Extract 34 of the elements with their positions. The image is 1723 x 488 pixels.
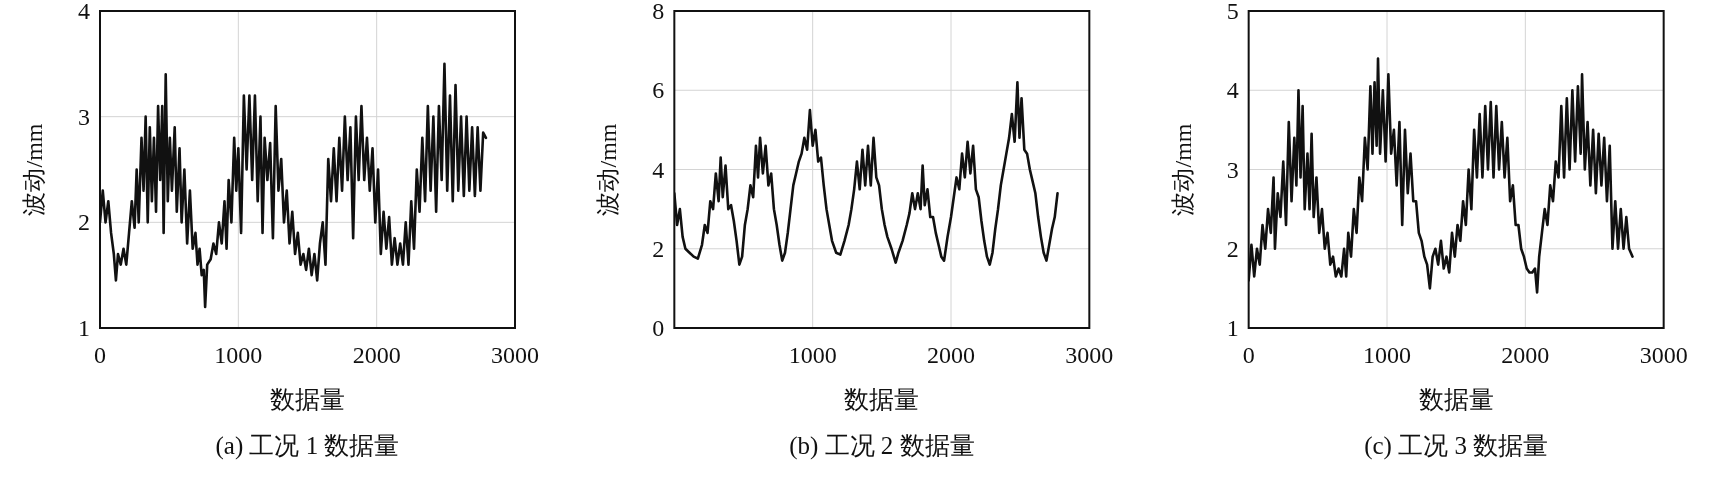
y-tick-label: 8 <box>652 0 665 24</box>
y-tick-label: 4 <box>78 0 90 24</box>
y-tick-label: 1 <box>78 315 90 341</box>
x-tick-label: 0 <box>94 342 106 368</box>
x-tick-label: 3000 <box>491 342 539 368</box>
y-tick-label: 4 <box>652 156 665 183</box>
x-tick-label: 2000 <box>1501 342 1550 368</box>
x-tick-label: 0 <box>1242 342 1255 368</box>
x-tick-label: 2000 <box>352 342 401 368</box>
y-tick-label: 4 <box>1226 77 1239 104</box>
x-tick-label: 1000 <box>788 342 837 368</box>
x-tick-label: 1000 <box>214 342 263 368</box>
y-tick-label: 2 <box>1226 235 1239 262</box>
y-axis-title: 波动/mm <box>595 123 622 216</box>
text: (a) 工况 1 数据量 <box>215 432 400 460</box>
text: (c) 工况 3 数据量 <box>1364 432 1549 460</box>
x-tick-label: 2000 <box>927 342 975 368</box>
x-tick-label: 3000 <box>1639 342 1688 368</box>
y-tick-label: 5 <box>1226 0 1239 24</box>
y-tick-label: 6 <box>652 77 665 104</box>
x-axis-title: 数据量 <box>1418 386 1494 413</box>
y-tick-label: 3 <box>1226 156 1239 183</box>
x-axis-title: 数据量 <box>270 386 345 413</box>
y-axis-title: 波动/mm <box>1169 123 1196 216</box>
x-axis-title: 数据量 <box>844 386 920 413</box>
y-tick-label: 3 <box>78 103 90 130</box>
y-tick-label: 0 <box>652 315 665 341</box>
x-tick-label: 3000 <box>1065 342 1114 368</box>
text: (b) 工况 2 数据量 <box>789 432 975 460</box>
x-tick-label: 1000 <box>1363 342 1411 368</box>
y-tick-label: 2 <box>78 209 90 236</box>
y-tick-label: 2 <box>652 235 665 262</box>
y-axis-title: 波动/mm <box>21 123 47 216</box>
y-tick-label: 1 <box>1226 315 1239 341</box>
